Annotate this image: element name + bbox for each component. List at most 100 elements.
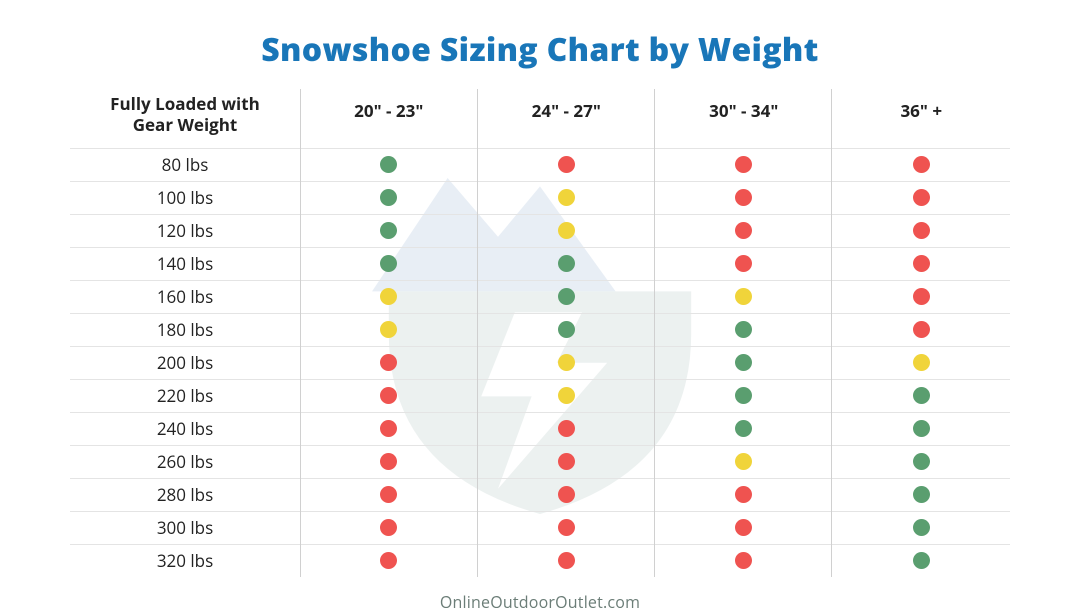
red-dot-icon [735, 486, 752, 503]
red-dot-icon [735, 519, 752, 536]
table-cell [655, 445, 833, 478]
footer-attribution: OnlineOutdoorOutlet.com [70, 591, 1010, 613]
green-dot-icon [735, 321, 752, 338]
green-dot-icon [380, 189, 397, 206]
column-divider [654, 89, 655, 577]
red-dot-icon [735, 156, 752, 173]
red-dot-icon [380, 552, 397, 569]
table-cell [655, 148, 833, 181]
red-dot-icon [558, 420, 575, 437]
table-cell [478, 445, 656, 478]
table-cell [478, 379, 656, 412]
green-dot-icon [380, 255, 397, 272]
table-cell [478, 214, 656, 247]
red-dot-icon [558, 486, 575, 503]
table-cell [833, 280, 1011, 313]
row-label: 240 lbs [70, 412, 300, 445]
green-dot-icon [558, 321, 575, 338]
table-cell [300, 214, 478, 247]
sizing-table: Fully Loaded withGear Weight20" - 23"24"… [70, 89, 1010, 577]
red-dot-icon [913, 321, 930, 338]
table-cell [833, 412, 1011, 445]
row-label: 180 lbs [70, 313, 300, 346]
green-dot-icon [913, 552, 930, 569]
row-label: 280 lbs [70, 478, 300, 511]
chart-title: Snowshoe Sizing Chart by Weight [70, 28, 1010, 71]
column-divider [300, 89, 301, 577]
table-cell [300, 445, 478, 478]
table-cell [655, 478, 833, 511]
green-dot-icon [913, 387, 930, 404]
green-dot-icon [913, 420, 930, 437]
table-cell [300, 544, 478, 577]
green-dot-icon [380, 156, 397, 173]
table-cell [655, 247, 833, 280]
red-dot-icon [380, 420, 397, 437]
table-cell [833, 181, 1011, 214]
table-cell [655, 280, 833, 313]
table-cell [655, 181, 833, 214]
table-cell [300, 247, 478, 280]
yellow-dot-icon [558, 222, 575, 239]
yellow-dot-icon [380, 321, 397, 338]
table-cell [478, 247, 656, 280]
table-cell [300, 346, 478, 379]
red-dot-icon [380, 354, 397, 371]
table-cell [655, 511, 833, 544]
green-dot-icon [913, 519, 930, 536]
table-cell [833, 148, 1011, 181]
table-cell [478, 544, 656, 577]
red-dot-icon [380, 387, 397, 404]
column-divider [831, 89, 832, 577]
green-dot-icon [558, 255, 575, 272]
table-cell [300, 412, 478, 445]
row-label: 160 lbs [70, 280, 300, 313]
yellow-dot-icon [558, 189, 575, 206]
green-dot-icon [380, 222, 397, 239]
green-dot-icon [735, 387, 752, 404]
table-cell [833, 511, 1011, 544]
yellow-dot-icon [735, 453, 752, 470]
table-cell [833, 247, 1011, 280]
table-cell [833, 544, 1011, 577]
red-dot-icon [735, 552, 752, 569]
yellow-dot-icon [558, 387, 575, 404]
row-label: 200 lbs [70, 346, 300, 379]
row-label: 220 lbs [70, 379, 300, 412]
red-dot-icon [913, 156, 930, 173]
table-cell [655, 379, 833, 412]
table-cell [478, 478, 656, 511]
table-cell [833, 445, 1011, 478]
red-dot-icon [913, 288, 930, 305]
table-cell [300, 478, 478, 511]
table-cell [655, 313, 833, 346]
red-dot-icon [913, 255, 930, 272]
red-dot-icon [380, 519, 397, 536]
red-dot-icon [380, 453, 397, 470]
table-cell [300, 313, 478, 346]
table-cell [833, 379, 1011, 412]
red-dot-icon [558, 552, 575, 569]
red-dot-icon [558, 156, 575, 173]
table-cell [655, 214, 833, 247]
yellow-dot-icon [380, 288, 397, 305]
yellow-dot-icon [558, 354, 575, 371]
red-dot-icon [558, 519, 575, 536]
row-label: 260 lbs [70, 445, 300, 478]
column-header: 36" + [833, 89, 1011, 148]
column-divider [477, 89, 478, 577]
table-cell [300, 280, 478, 313]
table-cell [655, 412, 833, 445]
red-dot-icon [735, 189, 752, 206]
green-dot-icon [735, 354, 752, 371]
table-cell [655, 346, 833, 379]
column-header: 24" - 27" [478, 89, 656, 148]
table-cell [833, 214, 1011, 247]
yellow-dot-icon [913, 354, 930, 371]
table-cell [300, 148, 478, 181]
red-dot-icon [735, 255, 752, 272]
row-label: 100 lbs [70, 181, 300, 214]
table-cell [833, 346, 1011, 379]
table-cell [478, 511, 656, 544]
yellow-dot-icon [735, 288, 752, 305]
